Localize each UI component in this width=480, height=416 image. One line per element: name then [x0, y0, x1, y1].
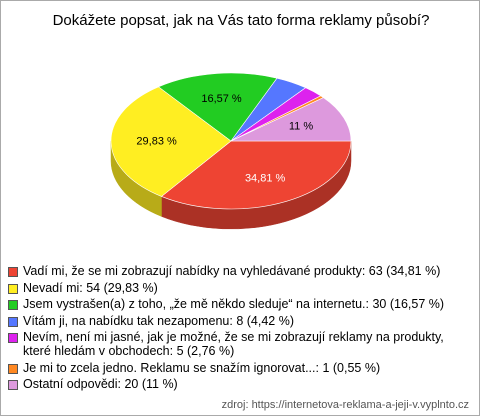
legend-item: Vadí mi, že se mi zobrazují nabídky na v…	[7, 264, 469, 278]
chart: Dokážete popsat, jak na Vás tato forma r…	[53, 12, 430, 230]
legend-item: Nevadí mi: 54 (29,83 %)	[7, 281, 469, 295]
slice	[230, 97, 352, 142]
slice-label: 34,81 %	[245, 172, 286, 184]
legend-item: Vítám ji, na nabídku tak nezapomenu: 8 (…	[7, 314, 469, 328]
slice	[160, 140, 352, 210]
legend-item: Jsem vystrašen(a) z toho, „že mě někdo s…	[7, 297, 469, 311]
chart-title: Dokážete popsat, jak na Vás tato forma r…	[53, 12, 430, 29]
legend-item: Nevím, není mi jasné, jak je možné, že s…	[7, 330, 469, 358]
legend-item: Je mi to zcela jedno. Reklamu se snažím …	[7, 361, 469, 375]
legend-swatch	[8, 363, 18, 374]
legend-label: Jsem vystrašen(a) z toho, „že mě někdo s…	[23, 297, 445, 311]
legend-swatch	[8, 316, 18, 327]
slice	[110, 86, 232, 197]
legend-swatch	[8, 283, 18, 294]
legend-label: Vítám ji, na nabídku tak nezapomenu: 8 (…	[23, 313, 294, 328]
legend-swatch	[8, 333, 18, 343]
legend-swatch	[8, 300, 18, 310]
legend-label: Ostatní odpovědi: 20 (11 %)	[23, 377, 178, 391]
legend-label: Nevadí mi: 54 (29,83 %)	[23, 280, 158, 295]
legend-label: Je mi to zcela jedno. Reklamu se snažím …	[23, 360, 381, 375]
slice-label: 16,57 %	[201, 93, 242, 105]
legend-swatch	[8, 267, 18, 277]
legend-swatch	[8, 380, 18, 390]
slice-label: 11 %	[289, 121, 313, 133]
slice	[157, 72, 278, 142]
legend-item: Ostatní odpovědi: 20 (11 %)	[7, 377, 469, 391]
legend: Vadí mi, že se mi zobrazují nabídky na v…	[7, 264, 469, 394]
source: zdroj: https://internetova-reklama-a-jej…	[221, 399, 469, 411]
legend-label: Vadí mi, že se mi zobrazují nabídky na v…	[23, 264, 441, 278]
legend-label: Nevím, není mi jasné, jak je možné, že s…	[23, 330, 444, 358]
slice-label: 29,83 %	[136, 136, 177, 148]
